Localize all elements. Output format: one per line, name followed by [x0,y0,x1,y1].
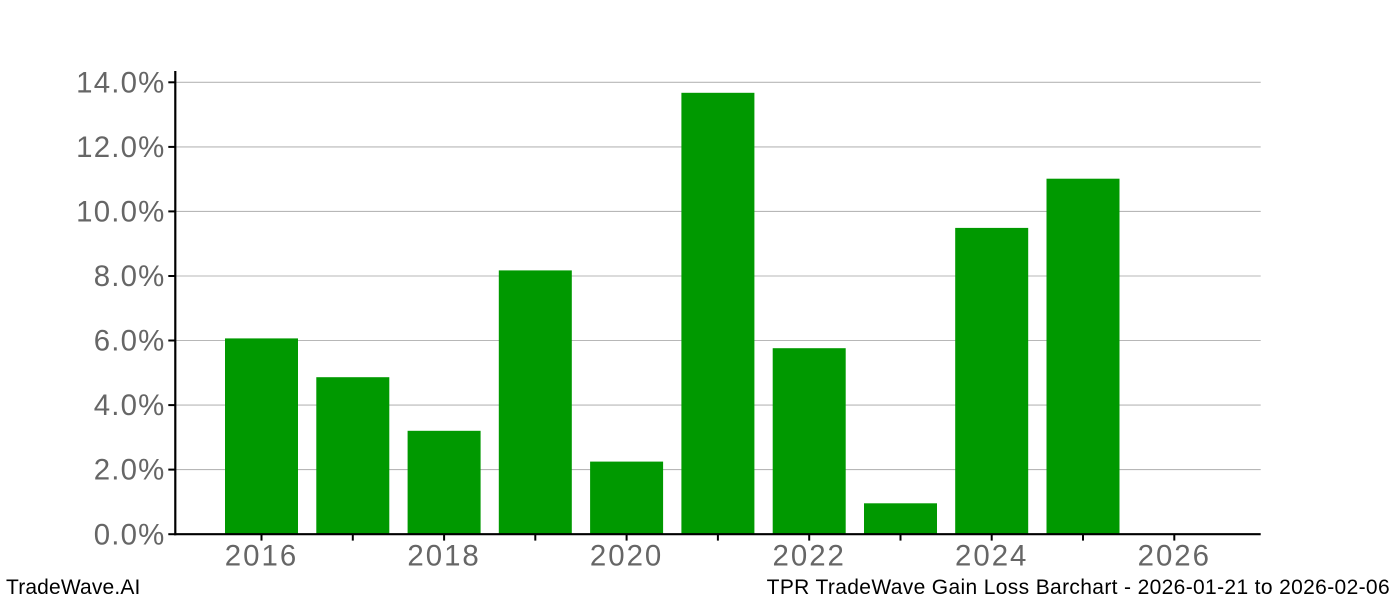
svg-text:12.0%: 12.0% [76,131,165,164]
svg-text:2020: 2020 [590,539,663,572]
svg-text:2.0%: 2.0% [94,454,166,487]
svg-text:2016: 2016 [225,539,298,572]
svg-text:4.0%: 4.0% [94,389,166,422]
svg-text:TradeWave.AI: TradeWave.AI [6,576,140,599]
svg-text:2022: 2022 [773,539,846,572]
svg-text:14.0%: 14.0% [76,66,165,99]
svg-text:2026: 2026 [1138,539,1211,572]
svg-text:10.0%: 10.0% [76,196,165,229]
svg-text:2018: 2018 [407,539,480,572]
svg-text:6.0%: 6.0% [94,325,166,358]
svg-text:TPR TradeWave Gain Loss Barcha: TPR TradeWave Gain Loss Barchart - 2026-… [767,576,1390,599]
svg-text:8.0%: 8.0% [94,260,166,293]
svg-text:2024: 2024 [955,539,1028,572]
svg-text:0.0%: 0.0% [94,518,166,551]
